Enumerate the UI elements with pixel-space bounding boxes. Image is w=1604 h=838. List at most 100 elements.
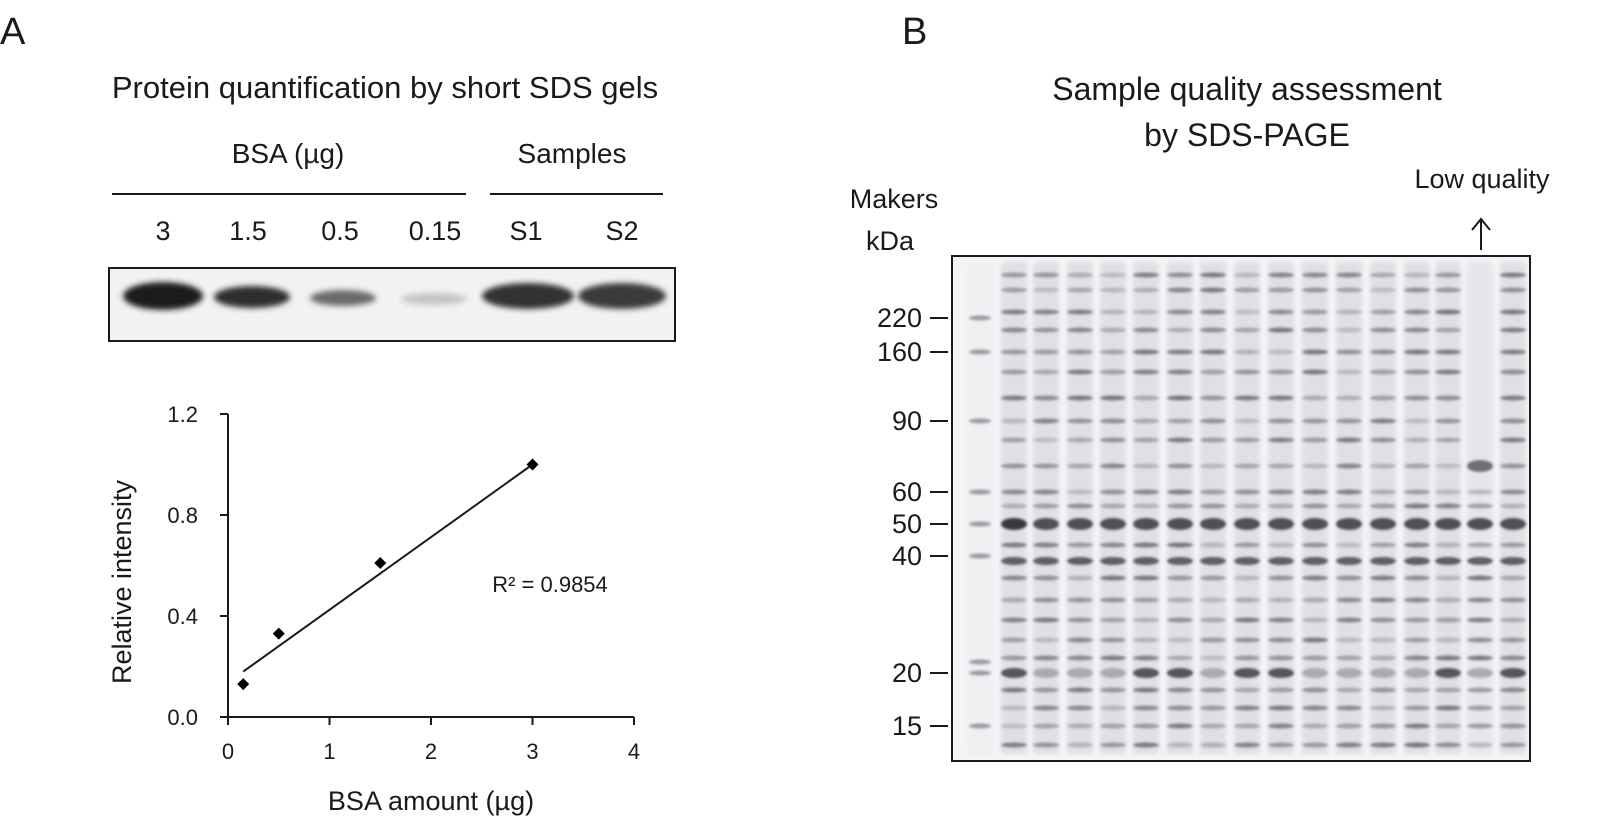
gel-band: [1001, 575, 1027, 581]
gel-band: [1404, 287, 1430, 293]
gel-band: [1435, 542, 1461, 548]
gel-band: [1467, 503, 1493, 509]
gel-band: [1033, 503, 1059, 509]
gel-band: [1404, 489, 1430, 495]
gel-band: [1133, 489, 1159, 495]
y-tick-label: 0.8: [167, 503, 198, 528]
gel-band: [1033, 395, 1059, 401]
gel-band: [1404, 705, 1430, 711]
gel-band: [1001, 327, 1027, 333]
gel-band: [1268, 637, 1294, 643]
gel-band: [1067, 369, 1093, 375]
gel-band: [1100, 705, 1126, 711]
panel-b-title-line1: Sample quality assessment: [1052, 71, 1442, 107]
gel-band: [1001, 287, 1027, 293]
gel-band: [969, 418, 991, 424]
gel-band: [969, 521, 991, 527]
gel-band: [1370, 503, 1396, 509]
sds-page-gel-image: [951, 255, 1531, 762]
gel-band: [1302, 503, 1328, 509]
gel-band: [1500, 575, 1526, 581]
gel-band: [1370, 542, 1396, 548]
gel-band: [969, 723, 991, 729]
kda-marker-label: 40: [892, 541, 922, 571]
gel-band: [1033, 637, 1059, 643]
gel-band: [1200, 723, 1226, 729]
gel-band: [1200, 705, 1226, 711]
gel-band: [1500, 369, 1526, 375]
gel-band: [1067, 437, 1093, 443]
gel-band: [1500, 518, 1526, 530]
gel-band: [1435, 557, 1461, 565]
gel-band: [969, 670, 991, 676]
lane-labels: 3 1.5 0.5 0.15 S1 S2: [155, 216, 638, 246]
gel-lane: [1200, 262, 1226, 754]
gel-band: [1033, 489, 1059, 495]
gel-band: [1167, 557, 1193, 565]
gel-band: [1067, 503, 1093, 509]
gel-band: [1370, 655, 1396, 661]
gel-band: [1435, 437, 1461, 443]
gel-band: [1033, 655, 1059, 661]
gel-band: [1033, 705, 1059, 711]
gel-band: [1001, 309, 1027, 315]
gel-band: [1200, 575, 1226, 581]
gel-band: [1234, 287, 1260, 293]
gel-band: [1467, 597, 1493, 603]
gel-band: [1100, 723, 1126, 729]
gel-band: [1067, 705, 1093, 711]
gel-band: [1033, 463, 1059, 469]
gel-band: [1404, 369, 1430, 375]
gel-band: [1001, 489, 1027, 495]
gel-band: [1467, 575, 1493, 581]
gel-band: [1033, 617, 1059, 623]
gel-band: [1500, 655, 1526, 661]
gel-band: [1167, 437, 1193, 443]
gel-band: [1133, 557, 1159, 565]
gel-band: [1001, 557, 1027, 565]
gel-band: [1001, 617, 1027, 623]
gel-band: [1435, 489, 1461, 495]
gel-band: [1033, 723, 1059, 729]
data-point: [374, 556, 387, 569]
gel-band: [1500, 395, 1526, 401]
gel-band: [1200, 617, 1226, 623]
gel-band: [1067, 327, 1093, 333]
gel-band: [1200, 437, 1226, 443]
gel-band: [1133, 742, 1159, 748]
gel-band: [1302, 575, 1328, 581]
gel-lane: [1100, 262, 1126, 754]
gel-band: [1100, 655, 1126, 661]
gel-band: [1067, 617, 1093, 623]
gel-band: [1467, 557, 1493, 565]
x-tick-label: 4: [628, 739, 640, 764]
gel-band: [1234, 309, 1260, 315]
gel-band: [1336, 597, 1362, 603]
gel-band: [1404, 655, 1430, 661]
gel-band: [1200, 309, 1226, 315]
gel-band: [1001, 349, 1027, 355]
gel-band: [1336, 418, 1362, 424]
gel-band: [1370, 418, 1396, 424]
gel-band: [1001, 518, 1027, 530]
gel-band: [1200, 463, 1226, 469]
gel-band: [214, 286, 290, 308]
gel-band: [1100, 637, 1126, 643]
gel-band: [1234, 668, 1260, 678]
gel-band: [1167, 575, 1193, 581]
gel-band: [1404, 309, 1430, 315]
gel-band: [1370, 369, 1396, 375]
gel-band: [1404, 542, 1430, 548]
gel-band: [1001, 395, 1027, 401]
gel-band: [969, 315, 991, 321]
gel-band: [1133, 687, 1159, 693]
gel-band: [1033, 327, 1059, 333]
gel-lane: [1133, 262, 1159, 754]
gel-band: [1435, 463, 1461, 469]
gel-band: [1467, 687, 1493, 693]
gel-band: [1167, 489, 1193, 495]
gel-band: [1302, 705, 1328, 711]
gel-band: [1435, 575, 1461, 581]
gel-band: [1033, 668, 1059, 678]
